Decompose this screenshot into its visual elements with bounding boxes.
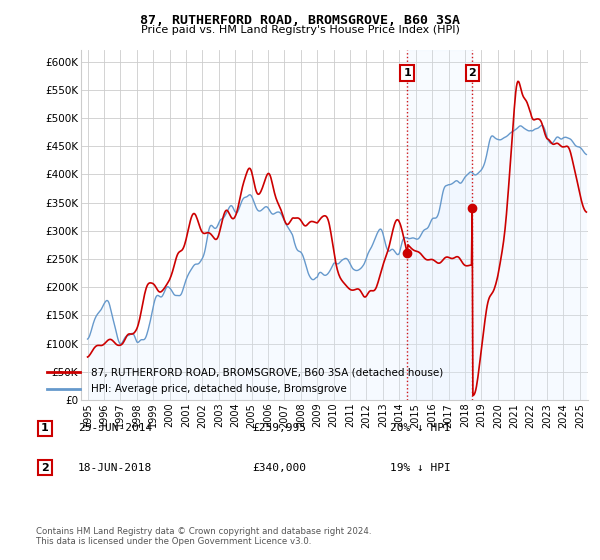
Text: Contains HM Land Registry data © Crown copyright and database right 2024.
This d: Contains HM Land Registry data © Crown c… — [36, 526, 371, 546]
Text: 87, RUTHERFORD ROAD, BROMSGROVE, B60 3SA (detached house): 87, RUTHERFORD ROAD, BROMSGROVE, B60 3SA… — [91, 367, 443, 377]
Text: 1: 1 — [403, 68, 411, 78]
Bar — [407, 50, 472, 400]
Text: 2: 2 — [469, 68, 476, 78]
Text: £259,995: £259,995 — [252, 423, 306, 433]
Text: HPI: Average price, detached house, Bromsgrove: HPI: Average price, detached house, Brom… — [91, 384, 346, 394]
Text: 2: 2 — [41, 463, 49, 473]
Text: 19% ↓ HPI: 19% ↓ HPI — [390, 463, 451, 473]
Text: 18-JUN-2018: 18-JUN-2018 — [78, 463, 152, 473]
Text: 20% ↓ HPI: 20% ↓ HPI — [390, 423, 451, 433]
Text: 87, RUTHERFORD ROAD, BROMSGROVE, B60 3SA: 87, RUTHERFORD ROAD, BROMSGROVE, B60 3SA — [140, 14, 460, 27]
Text: 25-JUN-2014: 25-JUN-2014 — [78, 423, 152, 433]
Text: Price paid vs. HM Land Registry's House Price Index (HPI): Price paid vs. HM Land Registry's House … — [140, 25, 460, 35]
Text: £340,000: £340,000 — [252, 463, 306, 473]
Text: 1: 1 — [41, 423, 49, 433]
